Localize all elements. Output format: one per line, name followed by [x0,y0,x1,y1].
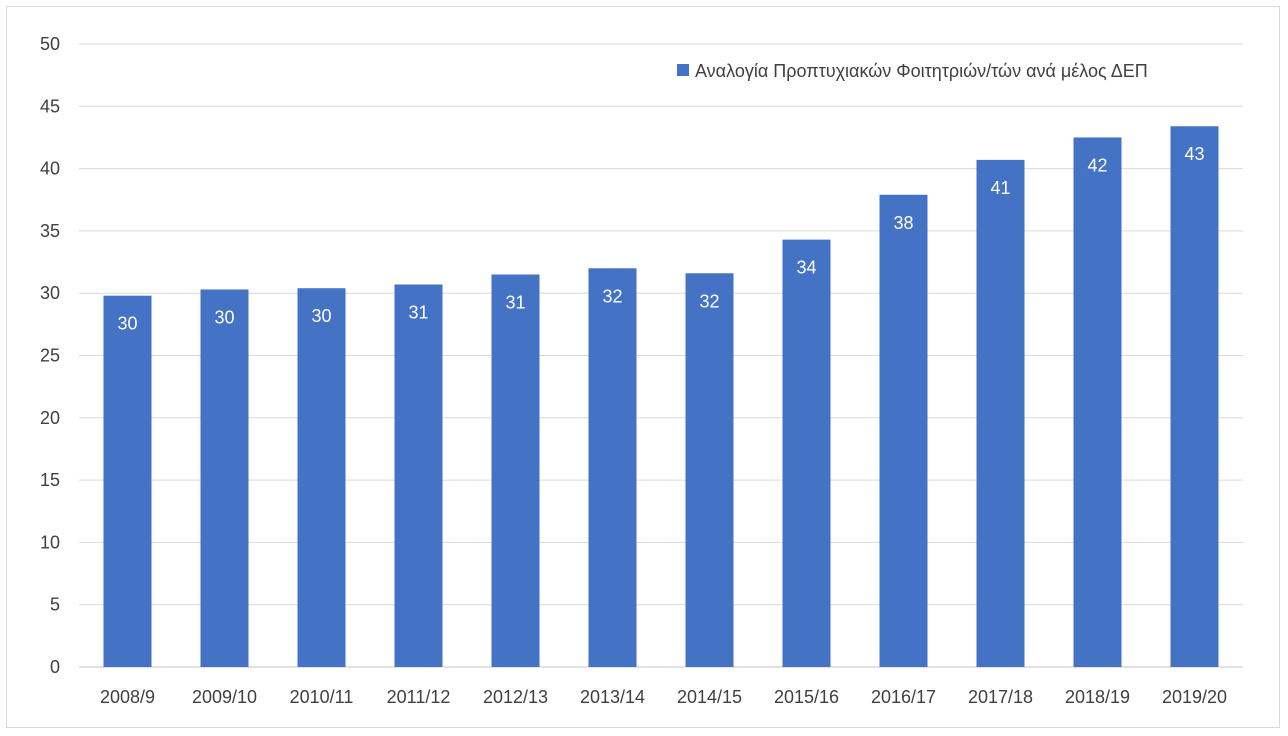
bar [200,289,249,667]
data-label: 30 [117,314,137,334]
y-tick-label: 5 [50,595,60,615]
data-label: 43 [1184,144,1204,164]
x-tick-label: 2010/11 [290,687,354,707]
x-tick-label: 2017/18 [968,687,1033,707]
bar [103,295,152,667]
data-label: 41 [990,178,1010,198]
bar [1170,126,1219,667]
bar [685,273,734,667]
bar [588,268,637,667]
y-tick-label: 50 [40,34,60,54]
y-tick-label: 20 [40,408,60,428]
y-tick-label: 45 [40,96,60,116]
y-tick-label: 30 [40,283,60,303]
x-tick-label: 2018/19 [1065,687,1130,707]
bar [879,194,928,668]
y-tick-label: 40 [40,159,60,179]
data-label: 31 [408,302,428,322]
x-tick-label: 2011/12 [387,687,451,707]
data-label: 38 [893,213,913,233]
x-tick-label: 2016/17 [871,687,936,707]
data-label: 30 [214,307,234,327]
x-axis: 2008/9 2009/10 2010/11 2011/12 2012/13 2013/1… [100,687,1227,707]
y-tick-label: 0 [50,657,60,677]
bar [1073,137,1122,667]
y-tick-label: 35 [40,221,60,241]
data-label: 32 [602,286,622,306]
x-tick-label: 2012/13 [483,687,548,707]
y-tick-label: 25 [40,346,60,366]
data-label: 30 [311,306,331,326]
bars [103,126,1219,668]
data-labels: 30 30 30 31 31 32 32 34 38 41 42 43 [117,144,1204,333]
data-label: 42 [1087,155,1107,175]
y-axis: 0 5 10 15 20 25 30 35 40 45 50 [40,34,60,677]
x-tick-label: 2009/10 [192,687,257,707]
x-tick-label: 2008/9 [100,687,155,707]
x-tick-label: 2013/14 [580,687,645,707]
y-tick-label: 10 [40,532,60,552]
bar [491,274,540,667]
bar [297,288,346,667]
x-tick-label: 2014/15 [677,687,742,707]
data-label: 32 [699,291,719,311]
legend-swatch [677,64,689,76]
data-label: 31 [505,293,525,313]
bar [782,239,831,667]
x-tick-label: 2015/16 [774,687,839,707]
bar [394,284,443,667]
gridlines [79,43,1243,668]
x-tick-label: 2019/20 [1162,687,1227,707]
data-label: 34 [796,258,816,278]
legend: Αναλογία Προπτυχιακών Φοιτητριών/τών ανά… [677,61,1148,81]
bar [976,159,1025,668]
y-tick-label: 15 [40,470,60,490]
legend-label: Αναλογία Προπτυχιακών Φοιτητριών/τών ανά… [695,61,1148,81]
